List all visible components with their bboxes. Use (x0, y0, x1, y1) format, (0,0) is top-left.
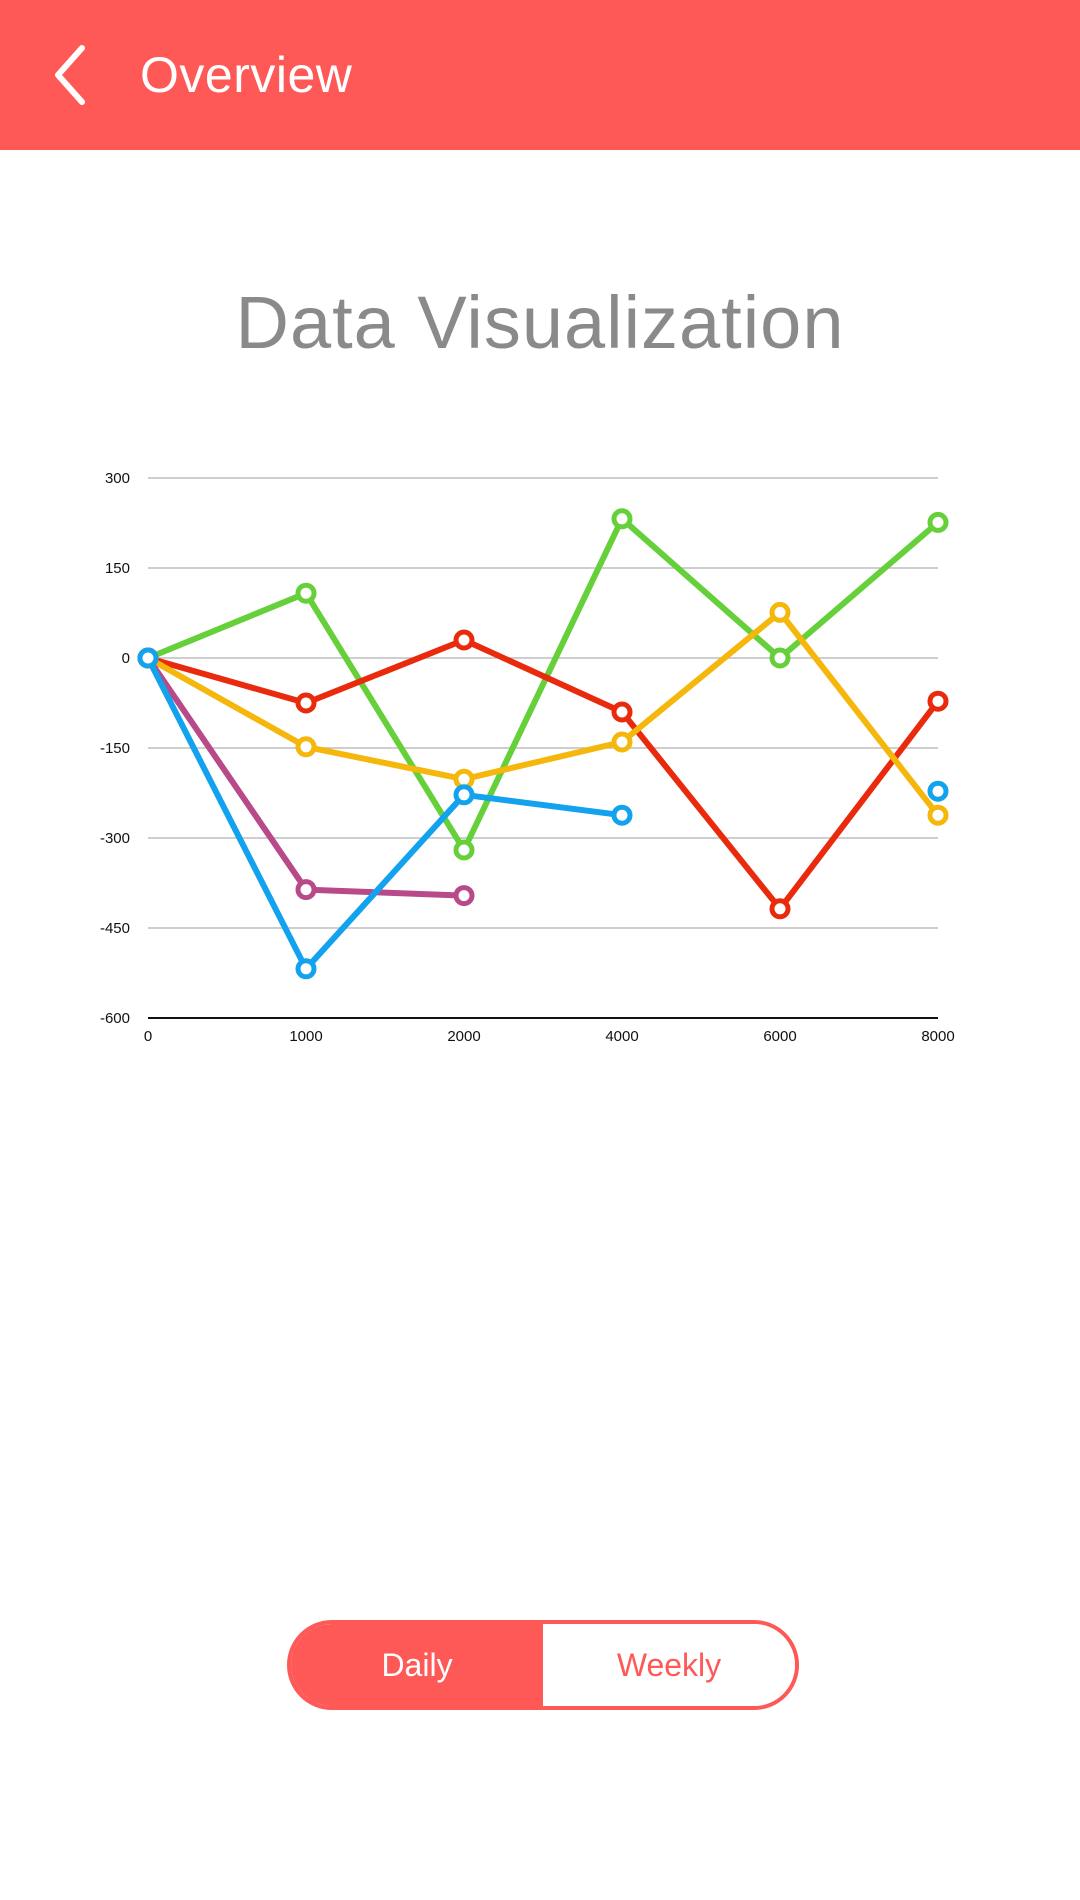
data-point (927, 511, 949, 533)
daily-tab[interactable]: Daily (291, 1624, 543, 1706)
data-point (453, 784, 475, 806)
page-title: Data Visualization (235, 281, 845, 364)
weekly-tab[interactable]: Weekly (543, 1624, 795, 1706)
series-line (145, 515, 941, 853)
data-point (611, 804, 633, 826)
data-point (927, 780, 949, 802)
app-header: Overview (0, 0, 1080, 150)
data-point (295, 879, 317, 901)
data-point (769, 601, 791, 623)
x-tick-label: 6000 (763, 1028, 796, 1045)
data-point (769, 647, 791, 669)
data-point (453, 885, 475, 907)
x-tick-label: 1000 (289, 1028, 322, 1045)
x-tick-label: 4000 (605, 1028, 638, 1045)
data-point (295, 958, 317, 980)
y-tick-label: -600 (100, 1010, 130, 1027)
header-title: Overview (140, 47, 353, 103)
series-line (145, 637, 941, 912)
y-tick-label: -300 (100, 830, 130, 847)
y-tick-label: 150 (105, 560, 130, 577)
line-chart-svg: 300 150 0 -150 -300 -450 -600 0 1000 2000 4000 6000… (100, 470, 955, 1045)
y-tick-label: 0 (122, 650, 130, 667)
data-point (295, 692, 317, 714)
segmented-control: Daily Weekly (287, 1620, 799, 1710)
data-point (295, 736, 317, 758)
x-tick-label: 0 (144, 1028, 152, 1045)
x-tick-label: 2000 (447, 1028, 480, 1045)
series-line (145, 655, 625, 972)
series-line (145, 609, 941, 819)
y-tick-label: 300 (105, 470, 130, 487)
data-point (611, 731, 633, 753)
back-button[interactable] (44, 40, 104, 110)
x-tick-label: 8000 (921, 1028, 954, 1045)
data-point (927, 804, 949, 826)
data-point (611, 508, 633, 530)
data-point (295, 582, 317, 604)
y-tick-label: -150 (100, 740, 130, 757)
chevron-left-icon (55, 45, 85, 105)
data-point (137, 647, 159, 669)
y-tick-label: -450 (100, 920, 130, 937)
data-point (611, 701, 633, 723)
data-point (927, 690, 949, 712)
data-point (453, 839, 475, 861)
data-point (453, 629, 475, 651)
line-chart: 300 150 0 -150 -300 -450 -600 0 1000 2000 4000 6000… (0, 440, 1080, 1060)
data-point (769, 898, 791, 920)
